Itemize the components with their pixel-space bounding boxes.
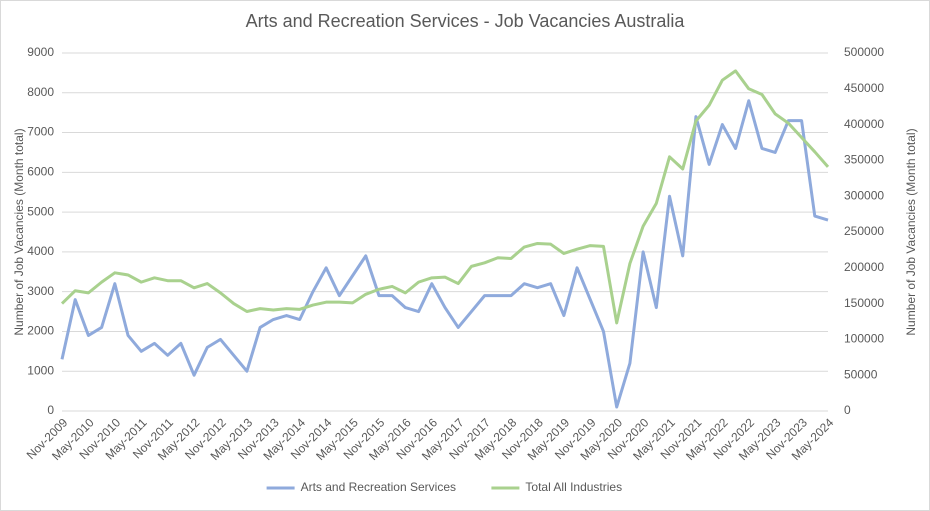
y-tick-label: 4000 [27, 244, 54, 258]
y2-tick-label: 250000 [844, 224, 884, 238]
y-tick-label: 8000 [27, 85, 54, 99]
y-tick-label: 6000 [27, 165, 54, 179]
y2-tick-label: 50000 [844, 367, 878, 381]
series-line [60, 69, 830, 325]
y-tick-label: 9000 [27, 45, 54, 59]
y2-tick-label: 500000 [844, 45, 884, 59]
y2-tick-label: 100000 [844, 332, 884, 346]
y2-tick-label: 0 [844, 403, 851, 417]
y-tick-label: 0 [47, 403, 54, 417]
y-tick-label: 7000 [27, 125, 54, 139]
y2-tick-label: 200000 [844, 260, 884, 274]
series-line [60, 99, 829, 409]
chart-title: Arts and Recreation Services - Job Vacan… [246, 11, 686, 31]
y-tick-label: 3000 [27, 284, 54, 298]
y2-tick-label: 150000 [844, 296, 884, 310]
y2-tick-label: 400000 [844, 117, 884, 131]
legend-label: Total All Industries [525, 480, 622, 494]
legend-label: Arts and Recreation Services [301, 480, 456, 494]
y-tick-label: 5000 [27, 204, 54, 218]
y-tick-label: 1000 [27, 363, 54, 377]
y2-axis-label: Number of Job Vacancies (Month total) [904, 128, 918, 335]
y2-tick-label: 300000 [844, 188, 884, 202]
y-tick-label: 2000 [27, 324, 54, 338]
y2-tick-label: 350000 [844, 153, 884, 167]
y2-tick-label: 450000 [844, 81, 884, 95]
y-axis-label: Number of Job Vacancies (Month total) [12, 128, 26, 335]
